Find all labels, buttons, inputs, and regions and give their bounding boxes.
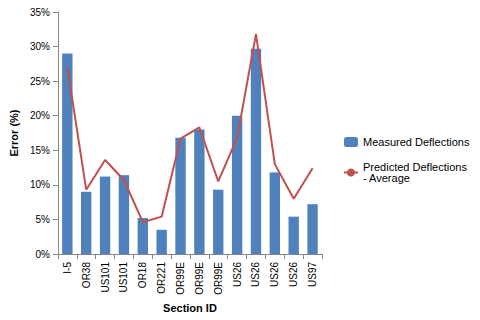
svg-text:US26: US26	[269, 262, 280, 287]
svg-text:OR38: OR38	[81, 262, 92, 289]
svg-text:US101: US101	[118, 262, 129, 293]
svg-text:30%: 30%	[30, 41, 50, 52]
svg-text:20%: 20%	[30, 110, 50, 121]
svg-text:Section ID: Section ID	[163, 302, 217, 314]
svg-text:US26: US26	[250, 262, 261, 287]
svg-text:0%: 0%	[35, 249, 50, 260]
svg-text:OR99E: OR99E	[175, 262, 186, 295]
svg-text:- Average: - Average	[363, 172, 410, 184]
svg-text:US101: US101	[100, 262, 111, 293]
svg-text:US97: US97	[307, 262, 318, 287]
svg-text:Measured Deflections: Measured Deflections	[363, 136, 470, 148]
svg-text:25%: 25%	[30, 76, 50, 87]
svg-text:OR221: OR221	[156, 262, 167, 294]
svg-text:15%: 15%	[30, 145, 50, 156]
svg-text:OR18: OR18	[137, 262, 148, 289]
svg-text:10%: 10%	[30, 179, 50, 190]
svg-text:5%: 5%	[35, 214, 50, 225]
svg-text:US26: US26	[232, 262, 243, 287]
svg-text:US26: US26	[288, 262, 299, 287]
svg-text:Predicted Deflections: Predicted Deflections	[363, 161, 470, 173]
svg-text:I-5: I-5	[62, 262, 73, 274]
svg-text:OR99E: OR99E	[213, 262, 224, 295]
svg-text:35%: 35%	[30, 7, 50, 18]
svg-text:OR99E: OR99E	[194, 262, 205, 295]
svg-text:Error (%): Error (%)	[8, 109, 20, 156]
